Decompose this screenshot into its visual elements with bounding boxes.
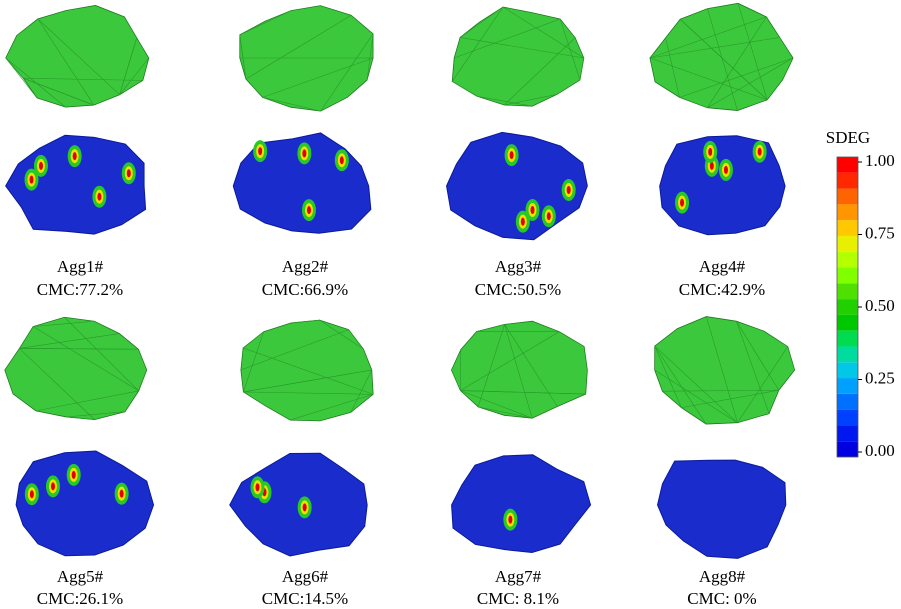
colorbar-band <box>837 425 858 441</box>
damage-spot <box>120 490 124 498</box>
damage-spot <box>724 166 728 174</box>
colorbar-band <box>837 362 858 378</box>
damage-spot <box>708 148 712 156</box>
damage-spot <box>73 152 77 160</box>
colorbar-band <box>837 331 858 347</box>
damage-spot <box>127 169 131 177</box>
colorbar-band <box>837 315 858 331</box>
aggregate-mesh <box>451 321 587 418</box>
damage-spot <box>510 151 514 159</box>
aggregate-cmc: CMC:14.5% <box>262 589 348 608</box>
aggregate-mesh <box>655 317 795 424</box>
damage-spot <box>97 193 101 201</box>
damage-spot <box>307 206 311 214</box>
colorbar-band <box>837 268 858 284</box>
aggregate-name: Agg2# <box>282 257 329 276</box>
aggregate-cmc: CMC:42.9% <box>679 280 765 299</box>
colorbar-band <box>837 236 858 252</box>
colorbar-label: 0.25 <box>865 368 895 387</box>
aggregate-cmc: CMC:50.5% <box>475 280 561 299</box>
colorbar-band <box>837 204 858 220</box>
legend-title: SDEG <box>826 128 870 147</box>
aggregate-name: Agg6# <box>282 567 329 586</box>
colorbar-band <box>837 346 858 362</box>
damage-spot <box>567 186 571 194</box>
colorbar-band <box>837 378 858 394</box>
aggregate-cmc: CMC:77.2% <box>37 280 123 299</box>
damage-spot <box>710 162 714 170</box>
colorbar-label: 0.00 <box>865 441 895 460</box>
colorbar-band <box>837 252 858 268</box>
colorbar-band <box>837 283 858 299</box>
aggregate-mesh <box>452 7 584 106</box>
colorbar-band <box>837 441 858 457</box>
damage-mesh <box>16 451 153 556</box>
damage-spot <box>72 471 76 479</box>
aggregate-cmc: CMC:66.9% <box>262 280 348 299</box>
damage-spot <box>255 483 259 491</box>
damage-spot <box>30 490 34 498</box>
aggregate-name: Agg5# <box>57 567 104 586</box>
colorbar-label: 0.75 <box>865 223 895 242</box>
aggregate-mesh <box>6 5 149 107</box>
damage-spot <box>508 516 512 524</box>
damage-spot <box>547 212 551 220</box>
damage-mesh <box>452 455 591 553</box>
figure: SDEG Agg1# CMC:77.2% Agg2# CMC:66.9% Agg3# CM… <box>0 0 901 609</box>
aggregate-cmc: CMC: 8.1% <box>477 589 559 608</box>
damage-spot <box>340 156 344 164</box>
colorbar-band <box>837 189 858 205</box>
colorbar-label: 1.00 <box>865 151 895 170</box>
colorbar-band <box>837 299 858 315</box>
damage-spot <box>758 148 762 156</box>
colorbar-band <box>837 157 858 173</box>
damage-spot <box>30 176 34 184</box>
aggregate-name: Agg4# <box>699 257 746 276</box>
damage-spot <box>530 206 534 214</box>
damage-mesh <box>658 460 786 558</box>
colorbar-label: 0.50 <box>865 296 895 315</box>
aggregate-cmc: CMC:26.1% <box>37 589 123 608</box>
colorbar-band <box>837 410 858 426</box>
aggregate-mesh <box>240 6 373 111</box>
aggregate-name: Agg1# <box>57 257 104 276</box>
damage-spot <box>680 199 684 207</box>
aggregate-name: Agg7# <box>495 567 542 586</box>
damage-spot <box>51 482 55 490</box>
colorbar-band <box>837 173 858 189</box>
colorbar-band <box>837 394 858 410</box>
damage-spot <box>521 218 525 226</box>
damage-spot <box>303 503 307 511</box>
aggregate-cmc: CMC: 0% <box>687 589 756 608</box>
damage-spot <box>302 149 306 157</box>
damage-spot <box>39 162 43 170</box>
aggregate-name: Agg8# <box>699 567 746 586</box>
aggregate-name: Agg3# <box>495 257 542 276</box>
colorbar-band <box>837 220 858 236</box>
aggregate-mesh <box>5 317 147 419</box>
damage-spot <box>258 147 262 155</box>
